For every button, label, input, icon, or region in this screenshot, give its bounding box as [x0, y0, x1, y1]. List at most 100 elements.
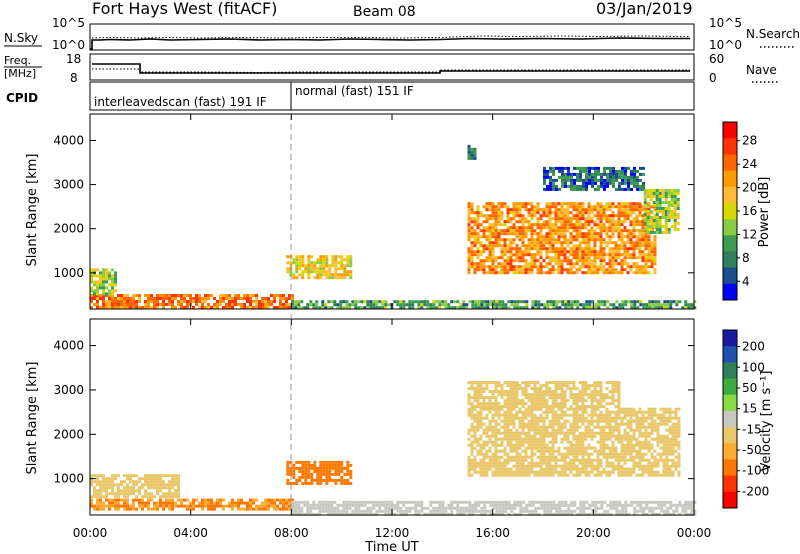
echo-cell: [295, 481, 299, 485]
echo-cell: [662, 458, 666, 462]
echo-cell: [473, 147, 477, 151]
echo-cell: [596, 390, 600, 394]
echo-cell: [662, 449, 666, 453]
echo-cell: [596, 449, 600, 453]
echo-cell: [587, 253, 591, 257]
echo-cell: [651, 306, 655, 310]
echo-cell: [102, 483, 105, 487]
echo-cell: [593, 220, 597, 224]
echo-cell: [162, 294, 165, 297]
echo-cell: [608, 205, 612, 209]
echo-cell: [512, 223, 516, 227]
echo-cell: [195, 303, 198, 306]
echo-cell: [524, 473, 528, 477]
echo-cell: [545, 265, 549, 269]
echo-cell: [609, 303, 613, 307]
echo-cell: [343, 273, 347, 277]
echo-cell: [606, 512, 610, 516]
echo-cell: [573, 187, 576, 191]
echo-cell: [632, 265, 636, 269]
echo-cell: [482, 470, 486, 474]
echo-cell: [524, 202, 528, 206]
echo-cell: [615, 178, 618, 182]
echo-cell: [527, 434, 531, 438]
echo-cell: [618, 169, 621, 173]
echo-cell: [653, 413, 657, 417]
echo-cell: [605, 434, 609, 438]
echo-cell: [303, 512, 307, 516]
echo-cell: [653, 470, 657, 474]
echo-cell: [600, 178, 603, 182]
echo-cell: [467, 396, 471, 400]
echo-cell: [671, 446, 675, 450]
echo-cell: [494, 449, 498, 453]
echo-cell: [319, 472, 323, 476]
echo-cell: [647, 407, 651, 411]
echo-cell: [108, 492, 111, 496]
echo-cell: [596, 407, 600, 411]
echo-cell: [677, 461, 681, 465]
echo-cell: [309, 506, 313, 510]
echo-cell: [581, 381, 585, 385]
echo-cell: [96, 498, 99, 502]
echo-cell: [467, 461, 471, 465]
echo-cell: [150, 495, 153, 499]
echo-cell: [584, 470, 588, 474]
echo-cell: [693, 306, 697, 310]
echo-cell: [659, 437, 663, 441]
echo-cell: [623, 205, 627, 209]
echo-cell: [552, 512, 556, 516]
echo-cell: [557, 226, 561, 230]
echo-cell: [515, 473, 519, 477]
echo-cell: [307, 255, 311, 259]
echo-cell: [351, 303, 355, 307]
echo-cell: [521, 419, 525, 423]
echo-cell: [657, 303, 661, 307]
echo-cell: [593, 405, 597, 409]
echo-cell: [138, 504, 141, 508]
echo-cell: [486, 306, 490, 310]
echo-cell: [560, 205, 564, 209]
echo-cell: [608, 419, 612, 423]
echo-cell: [593, 396, 597, 400]
echo-cell: [581, 446, 585, 450]
echo-cell: [635, 440, 639, 444]
echo-cell: [572, 214, 576, 218]
echo-cell: [551, 452, 555, 456]
echo-cell: [597, 500, 601, 504]
echo-cell: [584, 259, 588, 263]
echo-cell: [530, 244, 534, 248]
echo-cell: [522, 306, 526, 310]
echo-cell: [659, 419, 663, 423]
echo-cell: [492, 303, 496, 307]
echo-cell: [581, 467, 585, 471]
echo-cell: [506, 211, 510, 215]
echo-cell: [638, 434, 642, 438]
echo-cell: [334, 481, 338, 485]
echo-cell: [491, 440, 495, 444]
echo-cell: [630, 169, 633, 173]
echo-cell: [521, 402, 525, 406]
echo-cell: [542, 271, 546, 275]
echo-cell: [524, 235, 528, 239]
echo-cell: [494, 217, 498, 221]
echo-cell: [557, 214, 561, 218]
echo-cell: [108, 300, 111, 303]
echo-cell: [665, 416, 669, 420]
echo-cell: [120, 303, 123, 306]
echo-cell: [641, 470, 645, 474]
echo-cell: [593, 393, 597, 397]
echo-cell: [482, 461, 486, 465]
echo-cell: [500, 256, 504, 260]
echo-cell: [635, 413, 639, 417]
echo-cell: [584, 384, 588, 388]
echo-cell: [479, 265, 483, 269]
echo-cell: [591, 306, 595, 310]
echo-cell: [600, 503, 604, 507]
echo-cell: [237, 297, 240, 300]
echo-cell: [518, 425, 522, 429]
echo-cell: [99, 492, 102, 496]
echo-cell: [539, 413, 543, 417]
echo-cell: [512, 473, 516, 477]
echo-cell: [643, 195, 647, 198]
